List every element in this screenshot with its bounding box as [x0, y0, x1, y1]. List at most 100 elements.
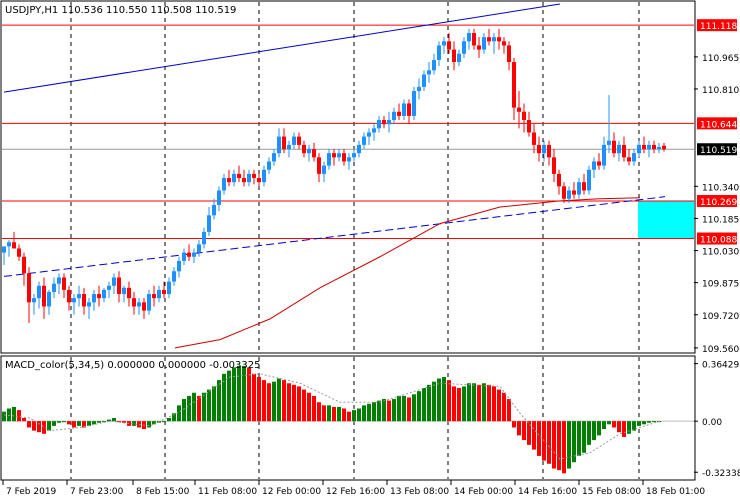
candle-body-up — [377, 120, 381, 129]
candle-body-up — [402, 103, 406, 116]
macd-bar — [237, 365, 241, 422]
price-level-tag — [697, 117, 737, 130]
candle-body-up — [147, 294, 151, 311]
macd-bar — [27, 421, 31, 428]
candle-body-up — [177, 260, 181, 272]
price-level-tag — [697, 232, 737, 245]
candle-body-up — [347, 157, 351, 162]
candle-body-down — [517, 107, 521, 112]
candle-body-down — [512, 62, 516, 108]
macd-bar — [397, 395, 401, 422]
current-price-tag-label: 110.519 — [700, 146, 737, 156]
macd-bar — [362, 405, 366, 422]
candle-body-up — [277, 136, 281, 154]
macd-bar — [277, 378, 281, 422]
macd-bar — [107, 419, 111, 422]
candle-body-up — [52, 283, 56, 292]
candle-body-down — [162, 289, 166, 295]
candle-body-up — [107, 285, 111, 290]
candle-body-down — [382, 120, 386, 125]
candle-body-down — [527, 120, 531, 133]
moving-average-line — [174, 197, 641, 349]
macd-bar — [537, 421, 541, 456]
candle-body-down — [42, 285, 46, 307]
candle-body-up — [247, 173, 251, 183]
macd-y-tick-label: -0.323388 — [702, 469, 740, 479]
macd-bar — [582, 421, 586, 453]
macd-bar — [137, 421, 141, 428]
macd-bar — [462, 386, 466, 422]
x-tick-label: 18 Feb 01:00 — [646, 487, 705, 497]
macd-bar — [302, 389, 306, 422]
candle-body-down — [472, 33, 476, 46]
macd-bar — [492, 386, 496, 422]
macd-bar — [222, 373, 226, 422]
candle-body-up — [2, 246, 6, 253]
macd-bar — [182, 399, 186, 422]
candle-body-up — [457, 53, 461, 63]
candle-body-down — [662, 145, 666, 150]
candle-body-up — [372, 128, 376, 133]
candle-body-down — [642, 144, 646, 150]
price-level-tag-label: 110.644 — [700, 120, 737, 130]
macd-bar — [387, 400, 391, 422]
macd-bar — [287, 383, 291, 422]
macd-layer — [2, 365, 694, 474]
macd-bar — [112, 418, 116, 422]
macd-bar — [447, 380, 451, 422]
macd-bar — [577, 421, 581, 456]
candle-body-up — [262, 169, 266, 183]
macd-bar — [517, 421, 521, 436]
candle-body-up — [657, 146, 661, 150]
trendline-dashed — [3, 196, 666, 277]
macd-bar — [102, 421, 106, 423]
macd-bar — [122, 421, 126, 423]
candle-body-up — [587, 169, 591, 191]
candle-body-up — [202, 231, 206, 245]
candle-body-down — [97, 294, 101, 299]
macd-bar — [2, 411, 6, 422]
macd-signal-line — [3, 373, 661, 460]
macd-bar — [437, 378, 441, 422]
macd-bar — [647, 421, 651, 423]
candle-body-up — [392, 111, 396, 121]
y-tick-label: 110.185 — [702, 215, 739, 225]
candle-body-down — [452, 49, 456, 63]
macd-bar — [652, 421, 656, 423]
macd-bar — [352, 410, 356, 422]
macd-bar — [257, 376, 261, 422]
macd-bar — [57, 421, 61, 423]
macd-bar — [312, 395, 316, 422]
y-tick-label: 109.720 — [702, 312, 739, 322]
candle-body-up — [87, 302, 91, 307]
candle-body-up — [197, 244, 201, 253]
candle-body-up — [412, 91, 416, 116]
price-level-tag-label: 111.118 — [700, 22, 737, 32]
macd-bar — [162, 421, 166, 423]
candle-body-up — [542, 144, 546, 154]
macd-bar — [22, 418, 26, 422]
macd-bar — [597, 421, 601, 436]
macd-bar — [562, 421, 566, 474]
macd-bar — [172, 413, 176, 422]
macd-bar — [207, 389, 211, 422]
macd-bar — [472, 383, 476, 422]
candle-body-down — [257, 178, 261, 183]
macd-bar — [262, 380, 266, 422]
candle-body-down — [507, 45, 511, 63]
candle-body-up — [637, 144, 641, 154]
candle-body-down — [12, 242, 16, 249]
macd-bar — [187, 395, 191, 422]
macd-bar — [407, 397, 411, 422]
x-tick-label: 14 Feb 00:00 — [454, 487, 513, 497]
macd-bar — [442, 376, 446, 422]
candle-body-up — [217, 190, 221, 205]
candle-body-down — [282, 136, 286, 150]
candle-body-down — [317, 157, 321, 174]
macd-bar — [282, 380, 286, 422]
macd-bar — [532, 421, 536, 450]
macd-bar — [272, 381, 276, 422]
macd-bar — [252, 373, 256, 422]
